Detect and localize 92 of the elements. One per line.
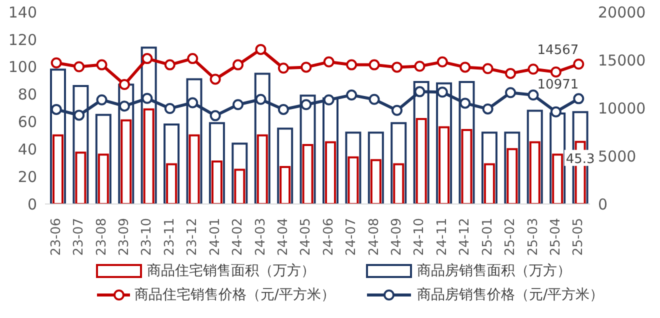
point [391, 104, 402, 116]
y2-tick-label: 0 [598, 195, 608, 214]
point [164, 59, 176, 70]
point [323, 56, 334, 68]
point [118, 100, 130, 112]
y-tick-label: 40 [18, 140, 37, 158]
y-tick-label: 60 [18, 113, 37, 132]
x-tick-label: 24-04 [276, 218, 291, 256]
x-tick-label: 24-05 [298, 218, 314, 256]
x-tick-label: 23-11 [162, 218, 178, 256]
point [142, 53, 153, 64]
point [414, 60, 426, 72]
point [573, 58, 584, 70]
point [278, 104, 289, 115]
point [255, 94, 266, 105]
point [460, 62, 471, 73]
point [210, 110, 221, 122]
x-tick-label: 24-08 [366, 218, 382, 256]
x-tick-label: 25-01 [480, 218, 496, 256]
data-label: 45.3 [566, 152, 595, 167]
point [368, 59, 380, 70]
y2-tick-label: 10000 [598, 99, 646, 118]
point [482, 103, 494, 114]
point [232, 99, 244, 110]
point [50, 104, 62, 115]
point [187, 53, 198, 64]
point [391, 62, 402, 73]
point [528, 64, 539, 75]
point [436, 86, 448, 98]
point [187, 97, 198, 108]
y-tick-label: 0 [27, 195, 37, 214]
y-tick-label: 140 [8, 3, 37, 22]
x-tick-label: 24-03 [253, 218, 268, 256]
point [460, 98, 471, 109]
point [505, 68, 516, 79]
point [255, 44, 266, 55]
point [278, 62, 289, 74]
x-tick-label: 24-07 [344, 218, 360, 256]
legend-label: 商品住宅销售面积（万方） [147, 262, 315, 280]
x-tick-label: 25-05 [571, 218, 586, 256]
legend-label: 商品房销售价格（元/平方米） [417, 286, 604, 304]
point [118, 78, 130, 90]
y-tick-label: 100 [8, 58, 37, 76]
x-tick-label: 24-01 [208, 218, 223, 256]
data-label: 10971 [537, 78, 579, 93]
point [142, 92, 153, 104]
point [96, 59, 108, 70]
point [505, 87, 516, 98]
x-tick-label: 24-02 [230, 218, 246, 256]
point [74, 61, 85, 72]
x-tick-label: 24-09 [390, 218, 405, 256]
x-tick-label: 25-03 [526, 218, 541, 256]
point [346, 90, 358, 101]
point [346, 59, 358, 70]
data-label: 14567 [537, 43, 579, 58]
x-tick-label: 23-08 [94, 218, 110, 256]
point [96, 94, 108, 106]
x-tick-label: 25-04 [548, 218, 564, 256]
x-tick-label: 25-02 [503, 218, 518, 256]
point [528, 90, 539, 101]
point [74, 110, 85, 121]
point [164, 102, 176, 114]
legend-label: 商品房销售面积（万方） [417, 262, 571, 280]
x-tick-label: 23-06 [48, 218, 64, 256]
point [550, 66, 562, 78]
point [323, 94, 334, 106]
point [414, 86, 426, 98]
point [210, 74, 221, 85]
x-tick-label: 24-06 [321, 218, 336, 256]
legend-label: 商品住宅销售价格（元/平方米） [134, 286, 335, 304]
x-tick-label: 23-12 [185, 218, 200, 256]
point [300, 99, 312, 110]
y-tick-label: 20 [18, 168, 37, 186]
y2-tick-label: 20000 [598, 3, 646, 22]
x-tick-label: 24-11 [434, 218, 450, 256]
x-tick-label: 23-10 [140, 218, 155, 256]
point [300, 62, 312, 73]
x-tick-label: 23-07 [72, 218, 87, 256]
point [232, 59, 244, 70]
point [550, 106, 562, 118]
point [573, 93, 584, 104]
y2-tick-label: 5000 [598, 147, 636, 166]
y2-tick-label: 15000 [598, 51, 646, 70]
point [368, 94, 380, 105]
x-tick-label: 24-12 [458, 218, 473, 256]
x-tick-label: 24-10 [412, 218, 428, 256]
x-tick-label: 23-09 [117, 218, 132, 256]
point [436, 56, 448, 68]
y-tick-label: 120 [8, 30, 37, 49]
point [50, 57, 62, 68]
point [482, 63, 494, 74]
y-tick-label: 80 [18, 86, 37, 104]
